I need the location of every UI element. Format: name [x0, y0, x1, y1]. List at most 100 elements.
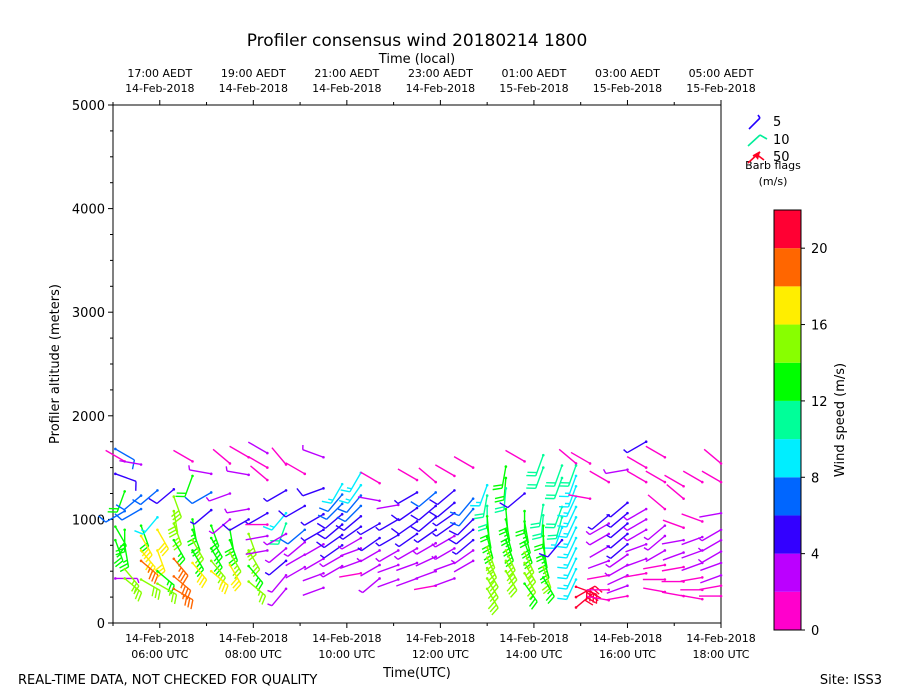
barb-flag [159, 545, 168, 554]
barb-half-flag [375, 526, 380, 531]
barb-staff [610, 533, 628, 549]
barb-point [340, 523, 344, 526]
barb-flag [498, 526, 508, 532]
plot-area [112, 104, 722, 624]
barb-flag [113, 556, 123, 564]
barb-point [247, 580, 250, 583]
wind-barb [703, 448, 723, 465]
barb-half-flag [563, 553, 569, 556]
barb-point [247, 473, 250, 477]
barb-staff [418, 516, 437, 533]
barb-flag [137, 592, 143, 602]
barb-staff [661, 539, 684, 545]
barb-point [415, 547, 419, 550]
wind-barb [429, 501, 456, 518]
wind-barb [212, 448, 232, 465]
wind-barb [114, 507, 143, 521]
wind-barb [225, 466, 250, 477]
barb-point [626, 511, 629, 515]
barb-staff [523, 572, 537, 593]
barb-flag [557, 566, 567, 570]
barb-point [172, 488, 176, 491]
barb-staff [437, 489, 455, 506]
barb-half-flag [269, 524, 275, 529]
wind-barb [662, 551, 685, 561]
barb-flag [538, 567, 548, 574]
wind-barb [701, 470, 723, 484]
wind-barb [139, 534, 153, 563]
barb-staff [662, 519, 684, 529]
barb-half-flag [257, 590, 261, 596]
wind-barb [335, 514, 363, 532]
barb-half-flag [606, 513, 611, 518]
barb-staff [625, 543, 647, 553]
barb-point [139, 524, 143, 527]
barb-half-flag [602, 468, 607, 474]
wind-barb [453, 559, 475, 573]
barb-flag [534, 543, 544, 548]
barb-half-flag [563, 563, 569, 566]
barb-staff [193, 509, 212, 525]
barb-staff [505, 529, 513, 552]
barb-point [574, 474, 578, 478]
barb-point [485, 483, 489, 487]
barb-staff [119, 459, 142, 466]
barb-staff [435, 522, 455, 537]
barb-point [607, 559, 611, 563]
wind-barb [557, 557, 578, 580]
barb-flag [557, 525, 567, 528]
barb-flag [173, 594, 178, 605]
wind-barb [605, 553, 629, 568]
barb-point [588, 497, 592, 500]
barb-point [396, 533, 400, 537]
x-tick-time: 14:00 UTC [505, 648, 562, 661]
colorbar-tick-label: 12 [811, 395, 828, 410]
barb-point [172, 509, 176, 513]
wind-barb [661, 538, 685, 545]
x-tick-date: 14-Feb-2018 [125, 632, 194, 645]
barb-staff [607, 574, 628, 586]
barb-staff [589, 522, 610, 536]
barb-legend-item: 10 [747, 133, 790, 148]
barb-staff [589, 545, 610, 558]
barb-point [191, 549, 194, 552]
barb-flag [340, 489, 351, 493]
barb-half-flag [697, 537, 703, 542]
barb-point [607, 480, 611, 484]
barb-half-flag [697, 558, 703, 564]
wind-barb [134, 516, 159, 535]
barb-staff [458, 498, 474, 516]
wind-barb [606, 522, 629, 539]
barb-point [471, 528, 475, 532]
x-tick-date: 14-Feb-2018 [312, 632, 381, 645]
wind-barb [390, 506, 419, 522]
barb-staff [140, 489, 158, 506]
barb-flag [547, 596, 555, 605]
barb-staff [505, 519, 511, 542]
barb-staff [523, 521, 530, 544]
barb-point [415, 506, 419, 510]
barb-point [663, 534, 667, 538]
barb-point [663, 455, 667, 459]
barb-point [626, 594, 629, 598]
barb-point [139, 494, 143, 497]
colorbar-bin [774, 210, 801, 249]
wind-barb [123, 567, 140, 595]
barb-flag [151, 586, 155, 597]
barb-point [574, 606, 578, 609]
wind-barb [568, 494, 592, 500]
barb-point [156, 582, 159, 585]
barb-point [504, 507, 508, 511]
wind-barbs [98, 440, 723, 616]
colorbar-bin [774, 362, 801, 401]
barb-point [172, 538, 176, 542]
wind-barb [285, 462, 307, 476]
barb-half-flag [585, 541, 591, 546]
x-tick-time: 16:00 UTC [599, 648, 656, 661]
barb-flag [114, 513, 123, 521]
wind-barb [607, 574, 629, 586]
barb-point [114, 447, 117, 451]
wind-barb [337, 494, 363, 514]
barb-point [523, 540, 526, 544]
barb-flag [474, 513, 485, 516]
